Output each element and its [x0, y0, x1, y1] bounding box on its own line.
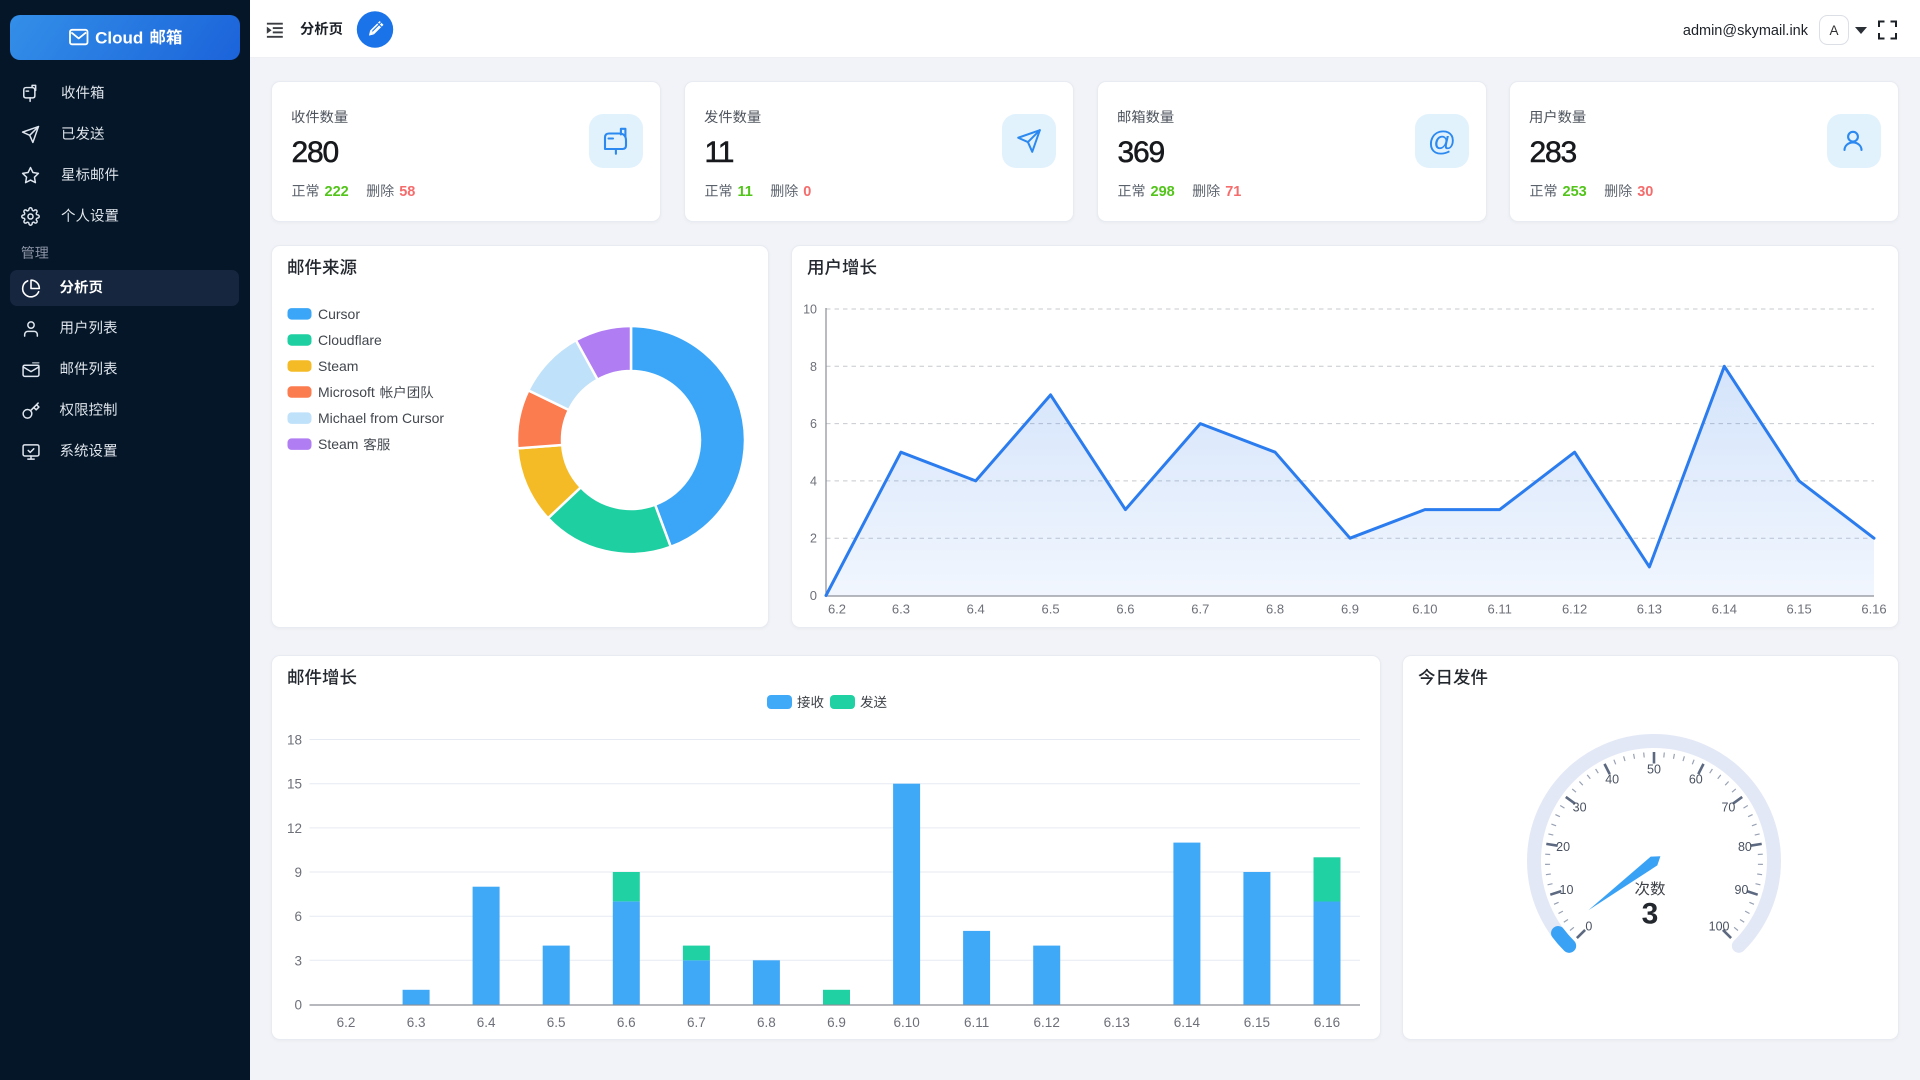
svg-text:50: 50: [1647, 763, 1661, 777]
svg-text:Cloud: Cloud: [95, 28, 143, 47]
svg-text:6.8: 6.8: [1266, 602, 1284, 617]
svg-text:0: 0: [1585, 920, 1592, 934]
svg-text:6.2: 6.2: [828, 602, 846, 617]
svg-text:6.4: 6.4: [477, 1015, 496, 1030]
svg-text:Microsoft: Microsoft: [318, 384, 375, 400]
svg-text:Cloudflare: Cloudflare: [318, 332, 382, 348]
svg-text:30: 30: [1637, 184, 1653, 200]
svg-text:6.9: 6.9: [1341, 602, 1359, 617]
svg-text:18: 18: [287, 733, 302, 748]
svg-text:6.2: 6.2: [337, 1015, 356, 1030]
svg-text:3: 3: [294, 953, 302, 968]
svg-text:15: 15: [287, 777, 302, 792]
svg-text:90: 90: [1735, 883, 1749, 897]
svg-text:280: 280: [292, 136, 339, 169]
svg-text:369: 369: [1118, 136, 1165, 169]
svg-text:40: 40: [1605, 773, 1619, 787]
svg-text:6.11: 6.11: [964, 1015, 989, 1030]
svg-text:283: 283: [1530, 136, 1577, 169]
svg-text:0: 0: [803, 184, 811, 200]
svg-text:6.13: 6.13: [1637, 602, 1662, 617]
svg-text:11: 11: [738, 184, 753, 200]
svg-text:253: 253: [1563, 184, 1587, 200]
svg-text:80: 80: [1738, 840, 1752, 854]
svg-text:6.13: 6.13: [1104, 1015, 1130, 1030]
svg-text:Steam: Steam: [318, 436, 358, 452]
svg-text:3: 3: [1642, 898, 1659, 931]
svg-text:11: 11: [705, 136, 734, 169]
svg-text:6.8: 6.8: [757, 1015, 776, 1030]
svg-text:2: 2: [810, 532, 817, 546]
svg-text:30: 30: [1573, 800, 1587, 814]
svg-text:6: 6: [810, 417, 817, 431]
svg-text:71: 71: [1225, 184, 1241, 200]
svg-text:6.5: 6.5: [547, 1015, 566, 1030]
svg-text:6.12: 6.12: [1034, 1015, 1060, 1030]
svg-text:Steam: Steam: [318, 358, 358, 374]
svg-text:6.5: 6.5: [1042, 602, 1060, 617]
svg-text:6.11: 6.11: [1488, 602, 1512, 617]
svg-text:9: 9: [294, 865, 302, 880]
svg-text:6.14: 6.14: [1174, 1015, 1201, 1030]
svg-text:6.10: 6.10: [1412, 602, 1437, 617]
svg-text:0: 0: [810, 588, 817, 603]
svg-text:60: 60: [1689, 773, 1703, 787]
svg-text:6.6: 6.6: [1116, 602, 1134, 617]
svg-text:70: 70: [1721, 800, 1735, 814]
svg-text:12: 12: [287, 821, 302, 836]
svg-text:222: 222: [325, 184, 349, 200]
svg-text:6: 6: [294, 909, 302, 924]
svg-text:6.6: 6.6: [617, 1015, 636, 1030]
svg-text:298: 298: [1151, 184, 1175, 200]
svg-text:6.3: 6.3: [892, 602, 910, 617]
svg-text:Cursor: Cursor: [318, 306, 360, 322]
svg-text:6.16: 6.16: [1314, 1015, 1340, 1030]
svg-text:6.3: 6.3: [407, 1015, 426, 1030]
svg-text:6.10: 6.10: [893, 1015, 919, 1030]
svg-text:6.4: 6.4: [967, 602, 985, 617]
svg-text:6.7: 6.7: [1191, 602, 1209, 617]
svg-text:6.9: 6.9: [827, 1015, 846, 1030]
svg-text:A: A: [1829, 23, 1838, 38]
svg-text:6.15: 6.15: [1244, 1015, 1270, 1030]
svg-text:6.12: 6.12: [1562, 602, 1587, 617]
svg-text:100: 100: [1709, 920, 1730, 934]
svg-text:6.7: 6.7: [687, 1015, 706, 1030]
svg-text:6.16: 6.16: [1861, 602, 1886, 617]
svg-text:6.14: 6.14: [1712, 602, 1737, 617]
svg-text:@: @: [1428, 126, 1456, 157]
svg-text:6.15: 6.15: [1786, 602, 1811, 617]
svg-text:4: 4: [810, 474, 817, 488]
svg-text:20: 20: [1556, 840, 1570, 854]
svg-text:0: 0: [294, 998, 302, 1013]
svg-text:admin@skymail.ink: admin@skymail.ink: [1683, 23, 1809, 39]
svg-text:10: 10: [1560, 883, 1574, 897]
svg-text:Michael from Cursor: Michael from Cursor: [318, 410, 444, 426]
svg-text:58: 58: [399, 184, 415, 200]
svg-text:10: 10: [803, 303, 817, 317]
svg-text:8: 8: [810, 360, 817, 374]
